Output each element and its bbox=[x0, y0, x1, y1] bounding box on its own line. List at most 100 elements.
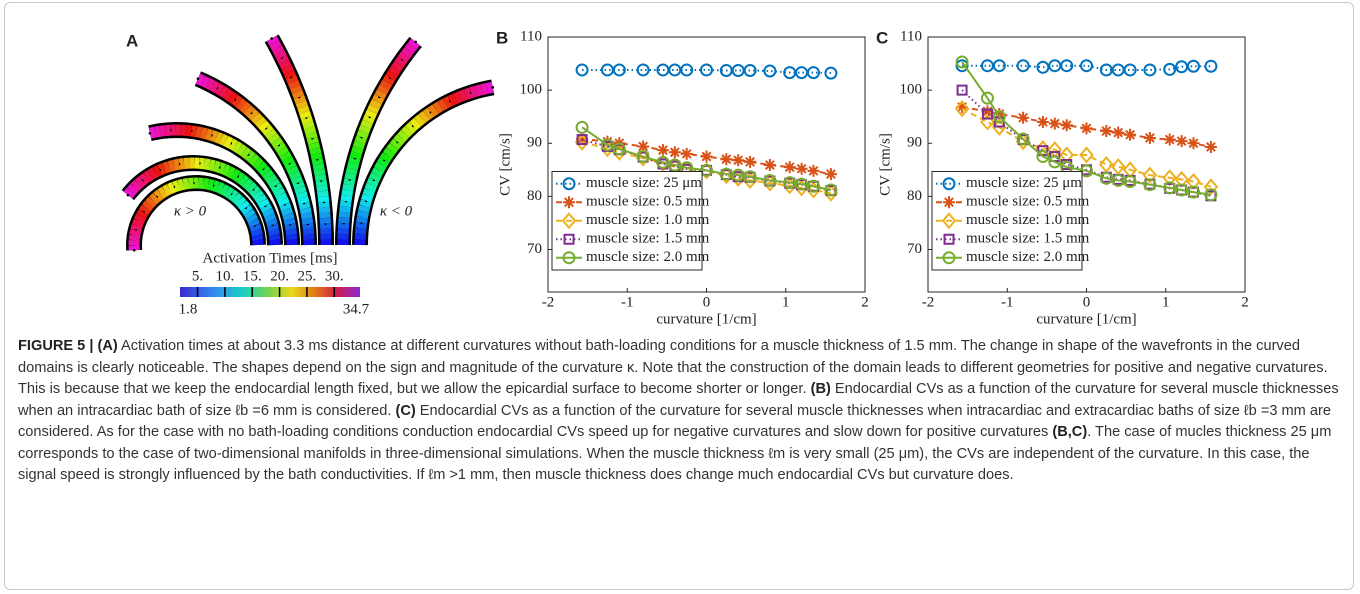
strip-segment bbox=[367, 104, 380, 115]
strip-segment bbox=[223, 88, 234, 101]
strip-segment bbox=[212, 160, 221, 173]
marker bbox=[575, 120, 589, 134]
strip-segment bbox=[239, 101, 251, 114]
strip-segment bbox=[254, 116, 267, 128]
strip-segment bbox=[351, 145, 364, 155]
strip-segment bbox=[282, 156, 295, 166]
strip-segment bbox=[238, 174, 250, 187]
legend-marker bbox=[561, 212, 577, 230]
marker bbox=[1175, 135, 1188, 148]
panel-label: C bbox=[876, 28, 888, 47]
caption-text: . The case of mucles thickness 25 μm cor… bbox=[18, 424, 1332, 483]
strip-segment bbox=[317, 195, 330, 203]
strip-segment bbox=[344, 172, 357, 181]
marker bbox=[576, 134, 588, 146]
marker bbox=[955, 59, 969, 73]
marker bbox=[1036, 116, 1049, 128]
legend-marker bbox=[941, 212, 957, 230]
colorbar-tick-label: 25. bbox=[298, 268, 317, 284]
y-tick-label: 70 bbox=[527, 241, 542, 257]
strip-segment bbox=[279, 151, 292, 162]
marker bbox=[700, 150, 713, 163]
strip-segment bbox=[133, 214, 146, 224]
caption-text: (B,C) bbox=[1052, 424, 1088, 440]
legend-marker bbox=[943, 233, 955, 245]
strip-segment bbox=[154, 125, 162, 138]
strip-segment bbox=[258, 120, 271, 132]
strip-segment bbox=[235, 98, 247, 111]
strip-segment bbox=[264, 213, 277, 222]
strip-segment bbox=[209, 80, 220, 93]
strip-segment bbox=[221, 164, 232, 177]
marker bbox=[1143, 131, 1156, 144]
strip-segment bbox=[364, 109, 378, 119]
x-tick-label: 1 bbox=[1162, 294, 1170, 310]
colorbar-tick-label: 10. bbox=[215, 268, 234, 284]
strip-segment bbox=[294, 186, 307, 195]
legend-label: muscle size: 1.0 mm bbox=[586, 212, 710, 228]
y-tick-label: 80 bbox=[907, 188, 922, 204]
marker bbox=[668, 146, 681, 159]
marker bbox=[1100, 125, 1113, 138]
strip-segment bbox=[159, 125, 166, 137]
strip-segment bbox=[271, 45, 285, 56]
marker bbox=[744, 155, 757, 168]
strip-segment bbox=[226, 166, 236, 179]
marker bbox=[1175, 183, 1189, 197]
marker bbox=[1142, 166, 1158, 184]
strip-segment bbox=[238, 200, 250, 212]
strip-segment bbox=[203, 158, 211, 171]
strip-segment bbox=[401, 47, 414, 59]
marker bbox=[743, 170, 757, 184]
x-tick-label: -2 bbox=[542, 294, 555, 310]
strip-segment bbox=[200, 127, 208, 140]
strip-segment bbox=[149, 192, 161, 205]
marker bbox=[1060, 119, 1073, 132]
marker bbox=[612, 63, 626, 77]
marker bbox=[600, 63, 614, 77]
marker bbox=[1187, 137, 1200, 150]
caption-text: (B) bbox=[810, 381, 831, 397]
legend-marker bbox=[942, 251, 956, 265]
strip-segment bbox=[316, 185, 328, 192]
strip-segment bbox=[223, 136, 234, 149]
marker bbox=[1048, 155, 1062, 169]
legend-marker bbox=[943, 196, 955, 209]
strip-segment bbox=[300, 212, 313, 220]
marker bbox=[956, 84, 968, 96]
marker bbox=[1112, 126, 1125, 139]
strip-segment bbox=[243, 105, 255, 117]
marker bbox=[720, 153, 733, 166]
strip-segment bbox=[185, 124, 192, 137]
strip-segment bbox=[273, 187, 286, 198]
strip-segment bbox=[382, 147, 396, 159]
isochrone bbox=[414, 40, 417, 44]
strip-segment bbox=[227, 91, 239, 104]
marker bbox=[1110, 158, 1126, 176]
strip-segment bbox=[302, 121, 315, 130]
kappa-label: κ < 0 bbox=[380, 203, 413, 219]
strip-segment bbox=[283, 69, 296, 80]
marker bbox=[700, 163, 713, 177]
strip-segment bbox=[242, 178, 254, 190]
strip-segment bbox=[142, 200, 154, 212]
marker bbox=[1080, 164, 1093, 178]
strip-segment bbox=[352, 140, 366, 150]
marker bbox=[763, 159, 776, 172]
marker bbox=[1080, 122, 1093, 135]
y-axis-label: CV [cm/s] bbox=[877, 133, 893, 196]
strip-segment bbox=[195, 126, 203, 139]
strip-segment bbox=[240, 147, 252, 160]
strip-segment bbox=[297, 105, 310, 115]
marker bbox=[743, 63, 757, 77]
marker bbox=[955, 55, 969, 69]
strip-segment bbox=[358, 124, 371, 134]
y-tick-label: 100 bbox=[900, 82, 923, 98]
strip-segment bbox=[287, 79, 301, 90]
strip-segment bbox=[356, 216, 368, 224]
legend-label: muscle size: 0.5 mm bbox=[586, 194, 710, 210]
strip-segment bbox=[271, 137, 284, 149]
marker bbox=[576, 133, 589, 145]
marker bbox=[1163, 62, 1177, 76]
y-tick-label: 70 bbox=[907, 241, 922, 257]
